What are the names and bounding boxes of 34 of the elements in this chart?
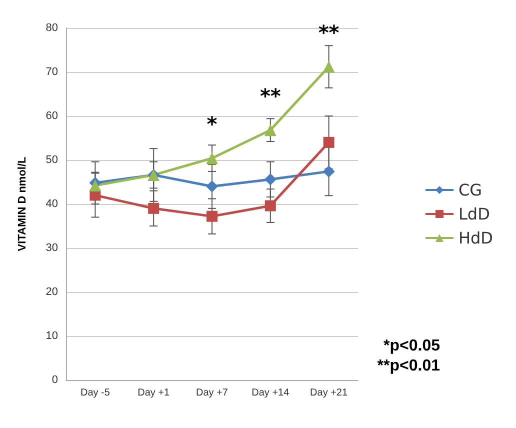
point xyxy=(206,210,218,222)
point xyxy=(264,124,276,136)
y-axis-title: VITAMIN D nmol/L xyxy=(16,156,28,252)
y-tick-label: 30 xyxy=(46,242,58,254)
point xyxy=(148,202,160,214)
point xyxy=(264,200,276,212)
legend-label: LdD xyxy=(458,204,490,224)
point xyxy=(89,180,102,192)
point xyxy=(322,165,335,178)
annotation: ** xyxy=(260,84,282,108)
point xyxy=(322,60,335,73)
point xyxy=(206,152,218,164)
x-tick-label: Day +1 xyxy=(138,388,170,398)
legend-label: HdD xyxy=(458,228,494,248)
legend-label: CG xyxy=(458,180,482,200)
x-tick-label: Day +21 xyxy=(310,388,348,398)
y-tick-label: 40 xyxy=(46,198,58,210)
point xyxy=(323,136,334,148)
y-tick-label: 60 xyxy=(46,110,58,122)
point xyxy=(264,173,276,186)
text: **p<0.01 xyxy=(377,358,440,374)
y-tick-label: 0 xyxy=(52,374,58,386)
x-tick-label: Day +7 xyxy=(196,388,228,398)
text: *p<0.05 xyxy=(384,338,440,354)
y-tick-label: 20 xyxy=(46,286,58,298)
x-tick-label: Day -5 xyxy=(80,388,110,398)
y-tick-label: 70 xyxy=(46,66,58,78)
y-tick-label: 50 xyxy=(46,154,58,166)
point xyxy=(206,180,218,192)
y-tick-label: 80 xyxy=(46,22,58,34)
y-tick-label: 10 xyxy=(46,330,58,342)
annotation: ** xyxy=(318,20,340,45)
annotation: * xyxy=(206,112,218,136)
x-tick-label: Day +14 xyxy=(252,388,290,398)
